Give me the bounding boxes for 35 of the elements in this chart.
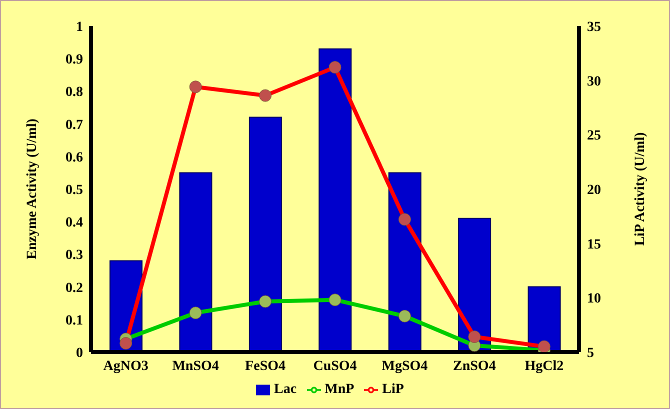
y2-tick-label: 10: [587, 292, 601, 307]
y2-tick-label: 5: [587, 346, 594, 361]
y-tick-label: 0.8: [66, 85, 83, 100]
y-tick-label: 0.5: [66, 182, 83, 198]
y-tick-label: 0.6: [66, 150, 83, 166]
y-tick-label: 0.2: [66, 280, 83, 296]
legend-label: Lac: [274, 382, 297, 397]
bar: [528, 286, 561, 352]
y-tick-label: 0: [76, 346, 83, 361]
legend-label: LiP: [382, 382, 404, 397]
y2-tick-label: 30: [587, 74, 601, 90]
y-tick-label: 1: [76, 20, 83, 35]
bar: [248, 116, 282, 352]
y2-tick-label: 15: [587, 237, 601, 252]
bar: [318, 48, 352, 352]
y2-axis-title: LiP Activity (U/ml): [632, 132, 648, 246]
y2-tick-label: 35: [587, 20, 601, 35]
x-tick-label: MnSO4: [172, 358, 219, 374]
x-tick-label: HgCl2: [524, 358, 564, 374]
y-tick-label: 0.1: [66, 313, 83, 328]
y-tick-label: 0.3: [66, 248, 83, 264]
bar: [388, 172, 422, 352]
bar: [179, 172, 212, 352]
y-tick-label: 0.7: [66, 118, 83, 133]
legend-label: MnP: [324, 382, 354, 397]
y2-tick-label: 20: [587, 182, 601, 198]
x-tick-label: CuSO4: [313, 358, 357, 374]
x-tick-label: MgSO4: [382, 358, 428, 374]
x-tick-label: ZnSO4: [453, 358, 496, 374]
y-tick-label: 0.4: [66, 216, 83, 231]
x-tick-label: FeSO4: [245, 358, 286, 374]
x-tick-label: AgNO3: [103, 358, 148, 374]
y-tick-label: 0.9: [66, 52, 83, 68]
y2-tick-label: 25: [587, 128, 601, 144]
y-axis-title: Enzyme Activity (U/ml): [24, 118, 40, 260]
